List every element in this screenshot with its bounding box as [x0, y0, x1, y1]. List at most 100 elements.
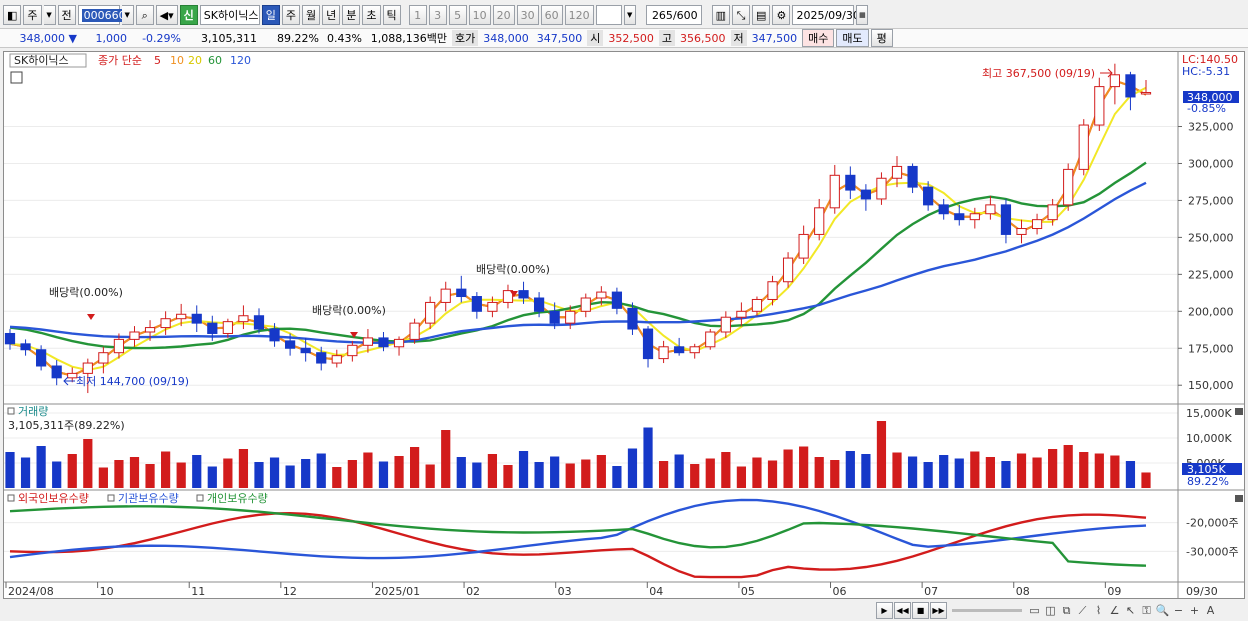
layout-icon[interactable]: ◫	[1045, 604, 1056, 617]
calendar-icon[interactable]: ▦	[856, 5, 869, 25]
zoom-slider[interactable]	[952, 609, 1022, 612]
volume-bar	[378, 461, 389, 488]
chevron-down-icon[interactable]: ▼	[43, 5, 56, 25]
angle-tool-icon[interactable]: ∠	[1109, 604, 1120, 617]
minute-60-button[interactable]: 60	[540, 5, 563, 25]
legend-ma120: 120	[230, 54, 251, 67]
candle	[767, 281, 778, 300]
chart-menu-icon[interactable]: ◧	[3, 5, 22, 25]
copy-icon[interactable]: ⧉	[1062, 603, 1071, 617]
low-label: 저	[730, 30, 747, 46]
chevron-down-icon[interactable]: ▼	[121, 5, 134, 25]
candle	[1031, 219, 1043, 230]
scroll-start-icon[interactable]: ◀◀	[894, 602, 911, 619]
candle	[674, 346, 685, 354]
cursor-tool-icon[interactable]: ↖	[1125, 604, 1136, 617]
candle	[1094, 86, 1105, 126]
panel-close-icon[interactable]	[1235, 408, 1243, 415]
candle	[565, 310, 576, 324]
draw-tool-icon[interactable]: ⤡	[732, 5, 751, 25]
lock-icon[interactable]: ⚿	[1142, 603, 1151, 617]
y-tick-label: 200,000	[1188, 305, 1234, 318]
panel-toggle-icon[interactable]	[107, 494, 115, 502]
volume-bar	[892, 452, 902, 488]
volume-bar	[643, 427, 653, 488]
volume-bar	[705, 458, 715, 488]
candle	[36, 349, 47, 367]
minute-3-button[interactable]: 3	[428, 5, 447, 25]
minute-custom-field[interactable]	[595, 5, 622, 25]
wave-tool-icon[interactable]: ⌇	[1095, 604, 1102, 617]
data-count-field[interactable]: 265/600	[645, 5, 702, 25]
minute-5-button[interactable]: 5	[448, 5, 467, 25]
volume-bar	[254, 462, 264, 488]
font-icon[interactable]: A	[1206, 604, 1215, 617]
candle	[782, 257, 794, 283]
minute-120-button[interactable]: 120	[564, 5, 594, 25]
minute-10-button[interactable]: 10	[468, 5, 491, 25]
quote-bar: 348,000 ▼ 1,000 -0.29% 3,105,311 89.22% …	[0, 28, 1248, 48]
zoom-in-icon[interactable]: +	[1189, 604, 1200, 617]
panel-toggle-icon[interactable]	[196, 494, 204, 502]
x-tick-label: 11	[191, 585, 205, 598]
split-view-icon[interactable]: ▭	[1029, 604, 1040, 617]
minute-20-button[interactable]: 20	[492, 5, 515, 25]
gear-icon[interactable]: ⚙	[772, 5, 791, 25]
panel-toggle-icon[interactable]	[7, 494, 15, 502]
minute-1-button[interactable]: 1	[408, 5, 427, 25]
stock-label-box	[9, 53, 87, 68]
period-week-button[interactable]: 주	[281, 5, 301, 25]
evaluate-button[interactable]: 평	[870, 29, 893, 47]
stop-icon[interactable]: ■	[912, 602, 929, 619]
speaker-icon[interactable]: ◀▾	[155, 5, 178, 25]
dividend-marker-icon	[87, 314, 95, 320]
x-tick-label: 03	[558, 585, 572, 598]
panel-close-icon[interactable]	[1235, 495, 1243, 502]
y-tick-label: 175,000	[1188, 342, 1234, 355]
holding-line-0	[9, 511, 1147, 579]
volume-bar	[658, 461, 669, 488]
scroll-right-icon[interactable]: ▶	[876, 602, 893, 619]
holding-line-1	[9, 498, 1147, 560]
period-minute-button[interactable]: 분	[342, 5, 361, 25]
volume-bar	[129, 457, 140, 488]
period-second-button[interactable]: 초	[362, 5, 381, 25]
panel-toggle-icon[interactable]	[7, 407, 15, 415]
stock-code-field[interactable]: 000660	[77, 5, 128, 25]
toolbar: ◧ 주 ▼ 전 000660 ▼ ⌕ ◀▾ 신 SK하이닉스 일 주 월 년 분 초…	[0, 3, 1248, 27]
minute-30-button[interactable]: 30	[516, 5, 539, 25]
dividend-marker-icon	[510, 291, 518, 297]
candle	[891, 165, 903, 179]
chart-area[interactable]: 325,000 300,000 275,000 250,000 225,000 200,0…	[3, 51, 1245, 599]
chevron-down-icon[interactable]: ▼	[623, 5, 636, 25]
volume-bar	[363, 452, 373, 488]
period-tick-button[interactable]: 틱	[382, 5, 401, 25]
period-month-button[interactable]: 월	[302, 5, 321, 25]
zoom-icon[interactable]: 🔍	[1155, 604, 1170, 617]
candle	[751, 298, 763, 312]
date-field[interactable]: 2025/09/30	[792, 5, 860, 25]
chart-type-icon[interactable]: ▥	[711, 5, 731, 25]
volume-bar	[285, 465, 295, 488]
grid-toggle-icon[interactable]	[10, 71, 23, 84]
volume-bar	[939, 455, 949, 488]
period-day-button[interactable]: 일	[261, 5, 280, 25]
stock-name-field[interactable]: SK하이닉스	[199, 5, 260, 25]
prev-button[interactable]: 전	[57, 5, 76, 25]
search-icon[interactable]: ⌕	[135, 5, 154, 25]
ma-line-120	[9, 181, 1147, 345]
period-select[interactable]: 주	[23, 5, 42, 25]
sell-button[interactable]: 매도	[836, 29, 869, 47]
high-price: 356,500	[680, 31, 726, 45]
candle	[144, 327, 156, 333]
trend-tool-icon[interactable]: ⟋	[1078, 603, 1087, 617]
scroll-end-icon[interactable]: ▶▶	[930, 602, 947, 619]
candle	[129, 331, 140, 340]
period-year-button[interactable]: 년	[322, 5, 341, 25]
zoom-out-icon[interactable]: −	[1173, 604, 1184, 617]
stock-chart-svg[interactable]: 325,000 300,000 275,000 250,000 225,000 200,0…	[4, 52, 1245, 599]
volume-bar	[456, 457, 466, 488]
volume-bar	[736, 466, 747, 488]
save-icon[interactable]: ▤	[752, 5, 771, 25]
buy-button[interactable]: 매수	[802, 29, 835, 47]
